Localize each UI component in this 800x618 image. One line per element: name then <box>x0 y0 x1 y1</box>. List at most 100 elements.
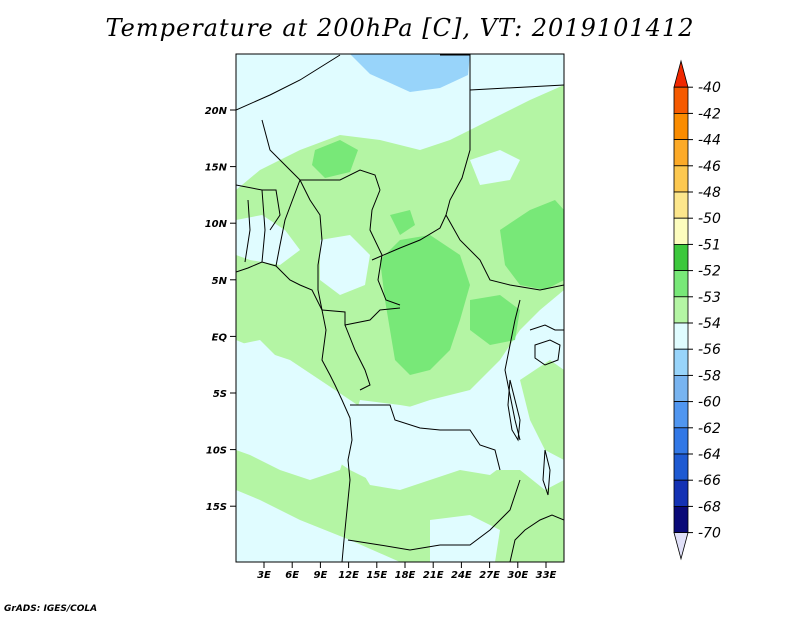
lon-tick-label: 9E <box>314 570 328 581</box>
border-nigeria-niger <box>261 119 381 191</box>
colorbar-segment <box>673 139 689 167</box>
colorbar-label: -58 <box>698 368 721 384</box>
border-drc-angola <box>350 404 501 471</box>
colorbar-label: -54 <box>698 316 721 332</box>
colorbar-segment <box>673 505 689 533</box>
lat-tick-label: 15N <box>205 163 228 174</box>
coastline-east-africa <box>509 514 564 562</box>
lat-tick-label: 5N <box>212 276 228 287</box>
lat-tick-label: 10S <box>206 446 227 457</box>
colorbar-segment <box>673 479 689 507</box>
lon-tick-label: 27E <box>479 570 500 581</box>
longitude-axis: 3E 6E 9E 12E 15E 18E 21E 24E 27E 30E 33E <box>257 562 557 581</box>
band-minus52-central <box>380 235 470 375</box>
colorbar-label: -68 <box>698 499 721 515</box>
lon-tick-label: 6E <box>285 570 299 581</box>
lon-tick-label: 18E <box>395 570 416 581</box>
lake-malawi <box>542 449 551 496</box>
band-minus52-west <box>390 210 415 235</box>
border-burkina <box>236 184 281 231</box>
lake-victoria <box>534 339 561 366</box>
colorbar-bottom-triangle <box>673 532 689 561</box>
border-car <box>371 214 447 261</box>
footer-credit: GrADS: IGES/COLA <box>4 604 98 614</box>
colorbar-segment <box>673 217 689 245</box>
band-minus54-patch-6 <box>470 150 520 185</box>
lon-tick-label: 33E <box>536 570 557 581</box>
lon-tick-label: 24E <box>451 570 472 581</box>
colorbar-segment <box>673 113 689 141</box>
border-cameroon <box>299 179 323 311</box>
colorbar-segment <box>673 401 689 429</box>
colorbar-segment <box>673 453 689 481</box>
border-congo-north <box>321 307 401 326</box>
map-panel: 20N 15N 10N 5N EQ 5S 10S 15S 3E 6E 9E 12E 15E 18E 21E… <box>205 53 565 581</box>
lon-tick-label: 21E <box>423 570 444 581</box>
lon-tick-label: 3E <box>257 570 271 581</box>
band-minus53-east <box>520 360 564 460</box>
colorbar-label: -50 <box>698 211 721 227</box>
border-chad-west <box>369 189 401 306</box>
band-minus52-northeast <box>500 200 564 290</box>
colorbar-label: -48 <box>698 185 721 201</box>
colorbar-segment <box>673 243 689 271</box>
latitude-axis: 20N 15N 10N 5N EQ 5S 10S 15S <box>205 106 236 513</box>
colorbar-segment <box>673 191 689 219</box>
lat-tick-label: 5S <box>213 389 227 400</box>
chart-title: Temperature at 200hPa [C], VT: 201910141… <box>105 14 695 42</box>
border-libya-chad <box>236 54 341 111</box>
colorbar-label: -53 <box>698 290 721 306</box>
lake-tanganyika <box>507 379 521 442</box>
border-angola-south <box>347 539 441 551</box>
coastline-west-africa <box>236 261 353 562</box>
lat-tick-label: 10N <box>205 219 228 230</box>
colorbar-label: -51 <box>698 237 721 253</box>
band-minus54-patch-3 <box>236 340 350 480</box>
colorbar-label: -46 <box>698 159 721 175</box>
lon-tick-label: 15E <box>366 570 387 581</box>
colorbar-label: -66 <box>698 473 721 489</box>
colorbar: -40 -42 -44 -46 -48 -50 -51 -52 -53 -54 -56 -58 -60 -… <box>673 59 721 561</box>
colorbar-label: -64 <box>698 447 721 463</box>
border-ghana-west <box>244 199 251 263</box>
border-uganda-kenya <box>529 324 564 331</box>
colorbar-label: -60 <box>698 395 721 411</box>
colorbar-segment <box>673 374 689 402</box>
lon-tick-label: 30E <box>507 570 528 581</box>
colorbar-top-triangle <box>673 59 689 88</box>
band-minus54-patch-2 <box>320 235 370 295</box>
colorbar-segment <box>673 348 689 376</box>
border-congo-drc <box>344 324 371 391</box>
border-libya-sudan <box>469 84 564 91</box>
temperature-fill-layer <box>236 54 564 562</box>
colorbar-segment <box>673 270 689 298</box>
border-zambia <box>440 479 521 546</box>
colorbar-label: -52 <box>698 264 721 280</box>
band-minus56-north <box>350 54 470 92</box>
colorbar-label: -62 <box>698 421 721 437</box>
lat-tick-label: 15S <box>206 502 227 513</box>
colorbar-label: -42 <box>698 106 721 122</box>
band-minus54-patch-4 <box>350 400 510 490</box>
colorbar-segment <box>673 322 689 350</box>
border-togo <box>261 189 266 263</box>
lon-tick-label: 12E <box>338 570 359 581</box>
colorbar-label: -40 <box>698 80 721 96</box>
colorbar-segment <box>673 86 689 114</box>
colorbar-label: -56 <box>698 342 721 358</box>
band-minus52-east <box>470 295 520 345</box>
band-minus54-patch-1 <box>236 215 300 265</box>
lat-tick-label: 20N <box>205 106 228 117</box>
band-minus52-north <box>312 140 358 178</box>
lat-tick-label: EQ <box>212 332 228 343</box>
colorbar-label: -44 <box>698 133 721 149</box>
border-nigeria-cameroon <box>275 179 301 267</box>
border-drc-east <box>504 299 521 441</box>
colorbar-segment <box>673 165 689 193</box>
colorbar-segment <box>673 296 689 324</box>
country-borders <box>236 54 564 562</box>
map-frame <box>235 53 565 563</box>
colorbar-label: -70 <box>698 526 721 542</box>
band-minus53-west <box>236 270 300 325</box>
band-minus54-patch-5 <box>430 515 500 562</box>
